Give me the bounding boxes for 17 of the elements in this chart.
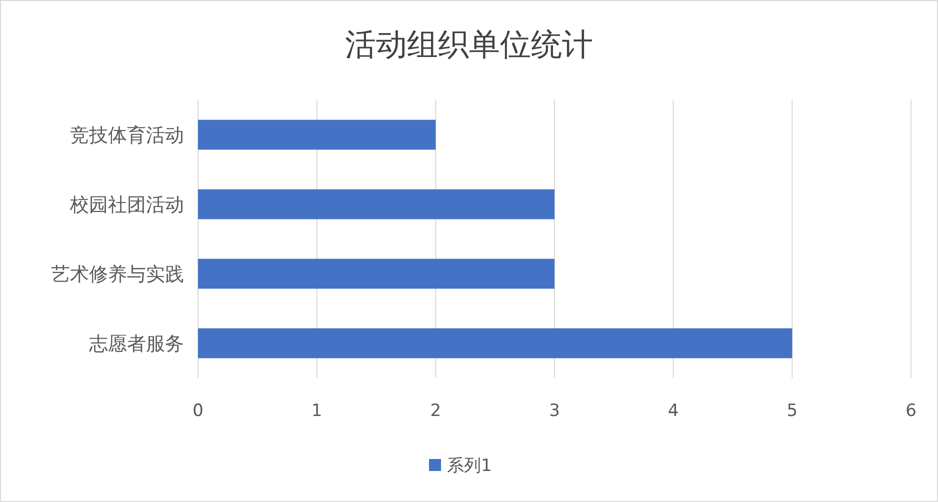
y-tick-label: 校园社团活动: [69, 194, 184, 216]
x-tick-label: 6: [906, 401, 916, 421]
x-tick-label: 3: [549, 401, 560, 421]
x-tick-label: 0: [192, 401, 204, 421]
bar: [198, 120, 436, 150]
y-tick-label: 艺术修养与实践: [51, 263, 184, 286]
bar: [198, 189, 554, 220]
bar: [198, 258, 554, 289]
legend-label: 系列1: [447, 456, 492, 476]
bar: [198, 328, 792, 358]
x-tick-label: 5: [786, 401, 798, 421]
y-tick-label: 志愿者服务: [89, 332, 184, 355]
x-tick-label: 1: [311, 401, 322, 421]
x-tick-label: 2: [430, 401, 442, 421]
y-tick-label: 竞技体育活动: [70, 124, 184, 146]
x-tick-label: 4: [668, 401, 679, 421]
chart-title: 活动组织单位统计: [345, 27, 593, 63]
